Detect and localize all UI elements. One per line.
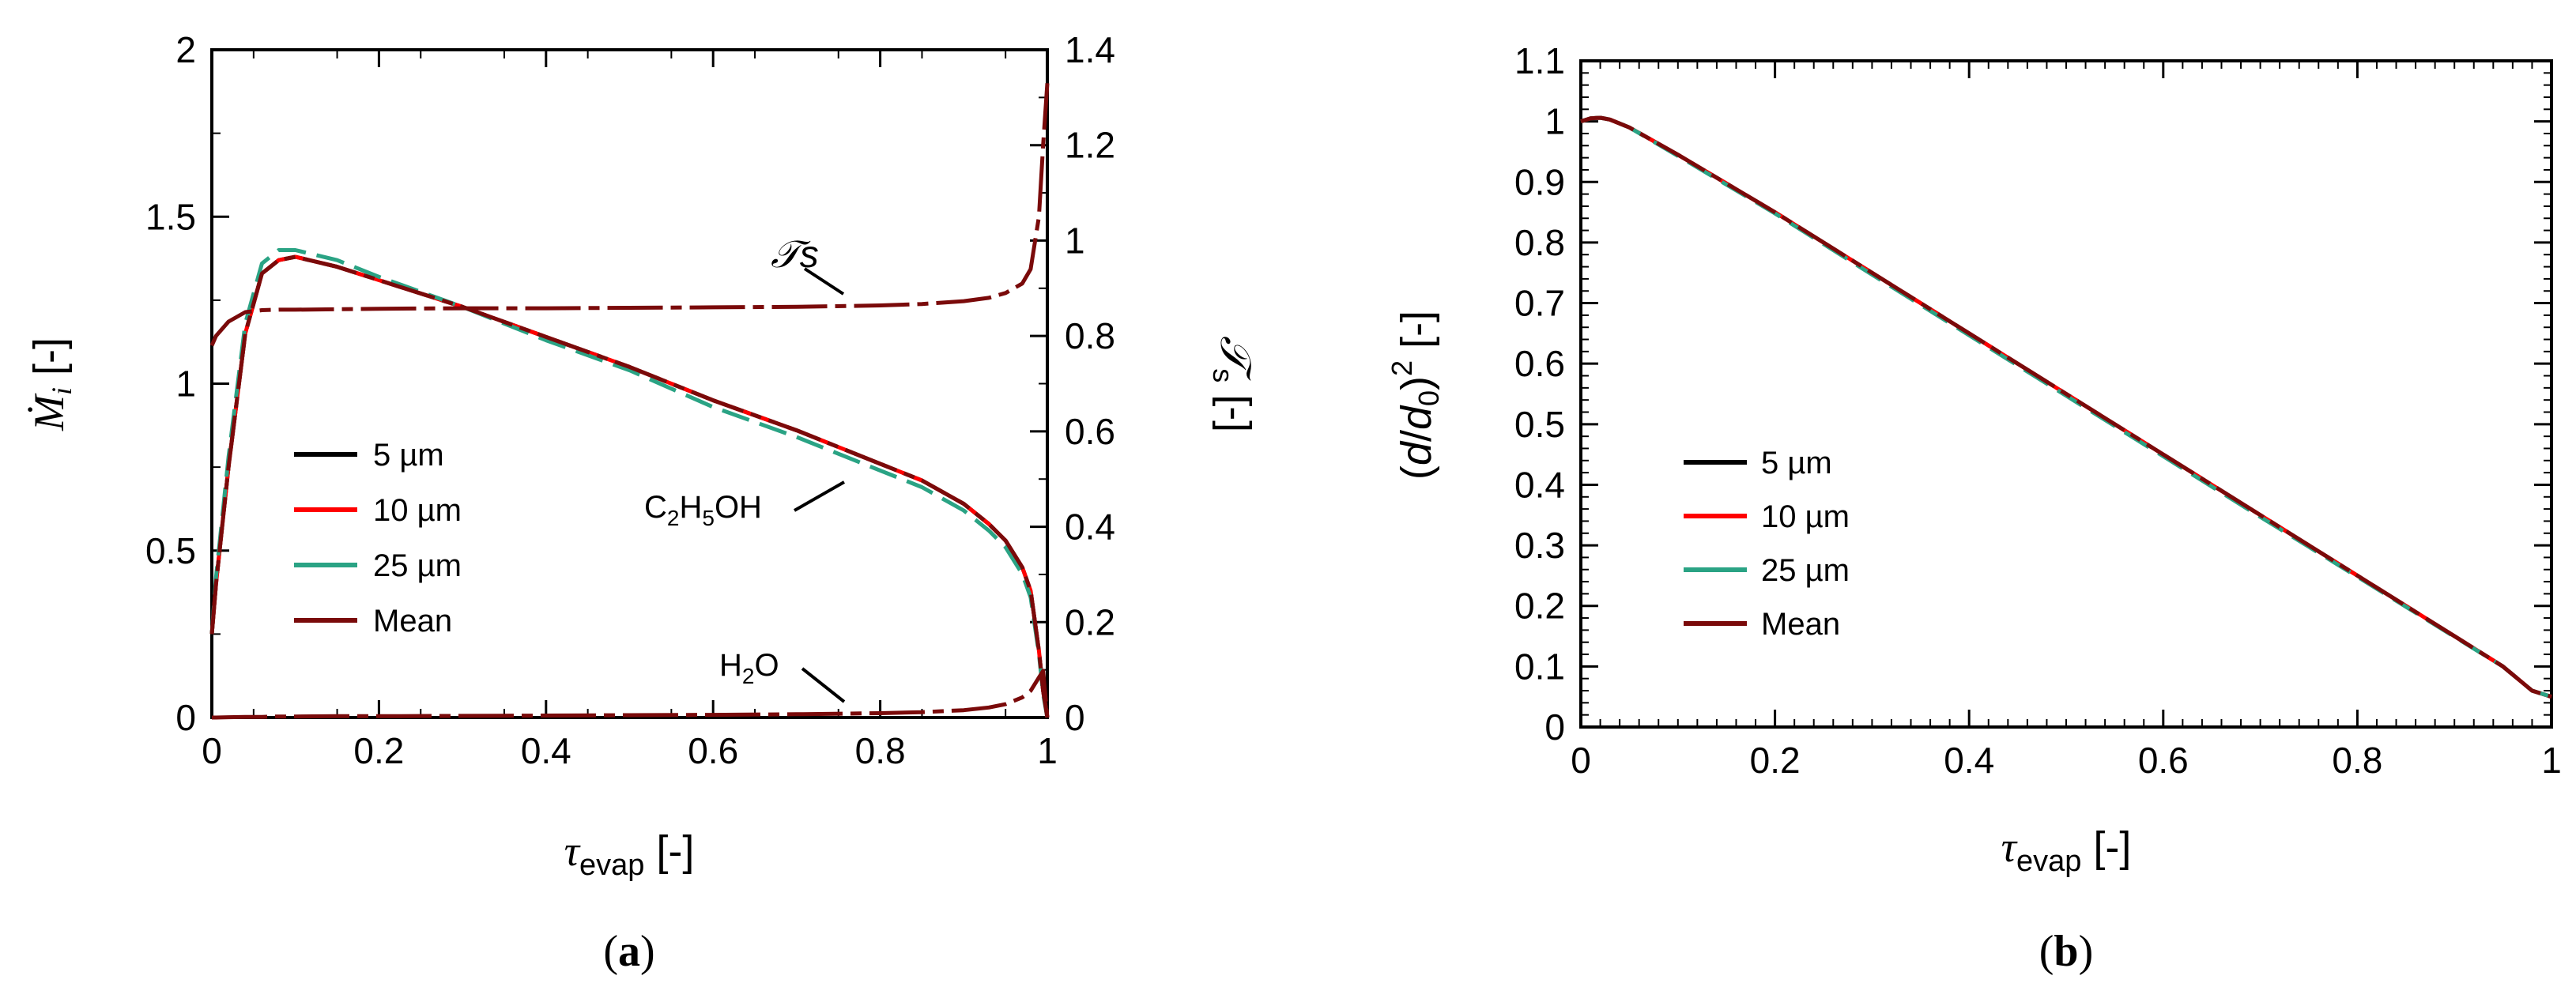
annotation-water-pointer [801, 667, 846, 703]
x-tick-label: 0.2 [353, 730, 404, 771]
y-right-tick-label: 1.2 [1065, 125, 1115, 166]
annotation-ts-pointer [803, 267, 845, 296]
legend-label: 5 µm [373, 438, 444, 473]
series-line-mean [1580, 115, 2552, 699]
y-right-tick-label: 0.8 [1065, 315, 1115, 356]
y-right-tick-label: 0.2 [1065, 601, 1115, 642]
y-tick-label: 0.7 [1514, 283, 1565, 324]
x-tick-label: 0 [1571, 740, 1591, 781]
series-line-h2o-mean [212, 669, 1050, 720]
y-tick-label: 0.9 [1514, 161, 1565, 202]
panel-b-ylabel: (d/d0)2 [-] [1386, 311, 1445, 480]
y-tick-label: 0.3 [1514, 525, 1565, 566]
annotation-ethanol-label: C2H5OH [644, 490, 762, 530]
panel-b-xlabel: τevap [-] [2001, 823, 2132, 878]
x-tick-label: 0 [202, 730, 222, 771]
panel-b: 0 0.2 0.4 0.6 0.8 1 0 0.1 0.2 0.3 0.4 0.5 0.6 0.7 0.8 0… [1386, 40, 2562, 976]
y-tick-label: 0.5 [1514, 404, 1565, 445]
legend-label: 25 µm [1761, 553, 1850, 588]
y-tick-label: 0.2 [1514, 586, 1565, 627]
panel-a-plot-frame [210, 48, 1049, 719]
y-right-tick-label: 1 [1065, 220, 1085, 261]
panel-b-caption: (b) [2039, 927, 2093, 976]
series-line-ts-mean [209, 83, 1050, 347]
y-left-tick-label: 0 [175, 697, 196, 738]
panel-b-lines [1580, 115, 2552, 699]
y-tick-label: 0.1 [1514, 646, 1565, 687]
panel-a-caption: (a) [603, 927, 654, 976]
annotation-ethanol-pointer [794, 480, 845, 512]
panel-a-xlabel: τevap [-] [564, 827, 695, 882]
y-tick-label: 1 [1544, 101, 1565, 142]
y-tick-label: 0.6 [1514, 343, 1565, 384]
y-tick-label: 0.8 [1514, 222, 1565, 263]
legend-label: 5 µm [1761, 446, 1832, 480]
x-tick-label: 0.4 [1944, 740, 1994, 781]
y-right-tick-label: 1.4 [1065, 29, 1115, 70]
panel-a: 0 0.2 0.4 0.6 0.8 100.511.5200.20.40.60.811.2… [25, 29, 1259, 976]
y-tick-label: 1.1 [1514, 40, 1565, 81]
series-line-25-m [1580, 115, 2552, 699]
x-tick-label: 1 [1037, 730, 1058, 771]
panel-b-ticks: 0 0.2 0.4 0.6 0.8 1 0 0.1 0.2 0.3 0.4 0.5 0.6 0.7 0.8 0… [1514, 40, 2562, 781]
y-left-tick-label: 0.5 [145, 530, 196, 571]
y-left-tick-label: 1 [175, 364, 196, 405]
series-line-10-m [1580, 115, 2552, 699]
x-tick-label: 1 [2541, 740, 2562, 781]
legend-label: Mean [373, 604, 452, 639]
x-tick-label: 0.6 [688, 730, 738, 771]
legend-label: 10 µm [373, 493, 462, 528]
y-left-tick-label: 2 [175, 29, 196, 70]
annotation-water-label: H2O [719, 648, 779, 688]
legend-label: 10 µm [1761, 499, 1850, 534]
series-line-c2h5oh-25-m [209, 248, 1050, 718]
series-line-5-m [1580, 115, 2552, 699]
x-tick-label: 0.8 [2332, 740, 2382, 781]
x-tick-label: 0.4 [521, 730, 571, 771]
y-left-tick-label: 1.5 [145, 196, 196, 237]
y-right-tick-label: 0 [1065, 697, 1085, 738]
panel-a-ticks: 0 0.2 0.4 0.6 0.8 100.511.5200.20.40.60.811.2… [145, 29, 1115, 771]
panel-b-legend: 5 µm 10 µm 25 µm Mean [1684, 446, 1850, 642]
series-line-c2h5oh-mean [209, 254, 1050, 718]
panel-a-annotations: 𝒯s C2H5OH H2O [644, 234, 846, 703]
annotation-ts-label: 𝒯s [771, 234, 819, 276]
panel-a-lines [209, 83, 1050, 720]
legend-label: 25 µm [373, 548, 462, 583]
x-tick-label: 0.6 [2138, 740, 2189, 781]
legend-label: Mean [1761, 607, 1840, 642]
panel-a-ylabel-right: 𝒯s [-] [1207, 336, 1259, 432]
x-tick-label: 0.2 [1750, 740, 1801, 781]
panel-a-legend: 5 µm 10 µm 25 µm Mean [294, 438, 462, 639]
y-tick-label: 0.4 [1514, 464, 1565, 505]
x-tick-label: 0.8 [855, 730, 906, 771]
y-right-tick-label: 0.6 [1065, 411, 1115, 452]
y-tick-label: 0 [1544, 706, 1565, 748]
y-right-tick-label: 0.4 [1065, 507, 1115, 548]
panel-a-ylabel-left: Ṁi [-] [25, 337, 77, 431]
